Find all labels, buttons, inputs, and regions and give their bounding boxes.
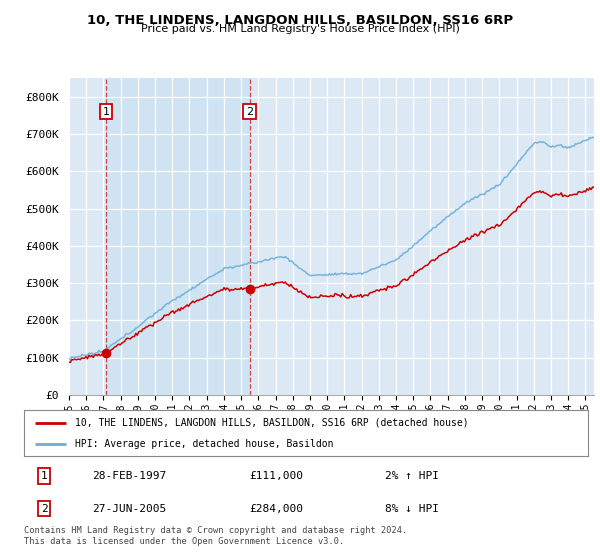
Text: HPI: Average price, detached house, Basildon: HPI: Average price, detached house, Basi… xyxy=(75,439,333,449)
Text: 2% ↑ HPI: 2% ↑ HPI xyxy=(385,471,439,481)
Text: 1: 1 xyxy=(103,106,110,116)
Text: 2: 2 xyxy=(246,106,253,116)
Text: Price paid vs. HM Land Registry's House Price Index (HPI): Price paid vs. HM Land Registry's House … xyxy=(140,24,460,34)
Text: £111,000: £111,000 xyxy=(250,471,304,481)
Text: Contains HM Land Registry data © Crown copyright and database right 2024.
This d: Contains HM Land Registry data © Crown c… xyxy=(24,526,407,546)
Text: £284,000: £284,000 xyxy=(250,503,304,514)
Text: 28-FEB-1997: 28-FEB-1997 xyxy=(92,471,166,481)
Text: 8% ↓ HPI: 8% ↓ HPI xyxy=(385,503,439,514)
Text: 27-JUN-2005: 27-JUN-2005 xyxy=(92,503,166,514)
Text: 10, THE LINDENS, LANGDON HILLS, BASILDON, SS16 6RP (detached house): 10, THE LINDENS, LANGDON HILLS, BASILDON… xyxy=(75,418,469,428)
Text: 10, THE LINDENS, LANGDON HILLS, BASILDON, SS16 6RP: 10, THE LINDENS, LANGDON HILLS, BASILDON… xyxy=(87,14,513,27)
Text: 1: 1 xyxy=(41,471,47,481)
Bar xyxy=(106,78,250,395)
Text: 2: 2 xyxy=(41,503,47,514)
